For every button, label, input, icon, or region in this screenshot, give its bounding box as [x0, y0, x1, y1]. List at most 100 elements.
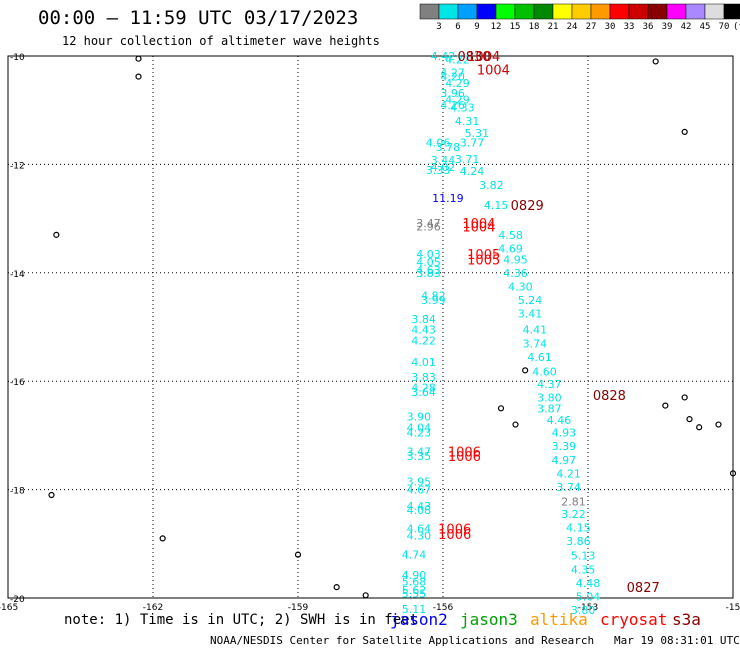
legend-s3a: s3a — [672, 610, 701, 629]
colorbar-swatch — [552, 3, 573, 20]
x-tick-label: -156 — [433, 603, 454, 613]
swh-label: 4.02 — [431, 161, 456, 174]
colorbar-swatch — [571, 3, 592, 20]
time-label: 1006 — [438, 523, 471, 538]
colorbar-tick-label: 33 — [623, 22, 635, 32]
swh-label: 4.82 — [421, 290, 446, 303]
swh-label: 4.21 — [556, 467, 581, 480]
swh-label: 11.19 — [432, 192, 464, 205]
island-outline — [294, 551, 302, 558]
swh-label: 3.39 — [552, 440, 577, 453]
swh-label: 4.01 — [411, 356, 436, 369]
colorbar-tick-label: 30 — [604, 22, 616, 32]
swh-label: 4.30 — [407, 530, 432, 543]
colorbar-tick-label: 6 — [455, 22, 461, 32]
swh-label: 4.23 — [407, 427, 432, 440]
y-tick-label: -12 — [10, 161, 25, 171]
swh-label: 4.15 — [566, 522, 591, 535]
x-tick-label: -162 — [143, 603, 163, 613]
swh-label: 4.26 — [440, 99, 465, 112]
time-label: 1005 — [467, 248, 500, 263]
swh-label: 4.42 — [431, 50, 456, 63]
swh-label: 4.67 — [407, 484, 432, 497]
swh-label: 3.83 — [416, 267, 441, 280]
swh-label: 4.69 — [498, 242, 523, 255]
swh-label: 3.90 — [407, 410, 432, 423]
legend-jason3: jason3 — [460, 610, 518, 629]
legend-jason2: jason2 — [390, 610, 448, 629]
swh-label: 3.83 — [411, 371, 436, 384]
swh-label: 4.60 — [532, 365, 557, 378]
swh-label: 4.97 — [552, 454, 577, 467]
time-label: 1004 — [467, 50, 500, 65]
swh-label: 4.03 — [416, 248, 441, 261]
swh-label: 3.33 — [426, 164, 451, 177]
swh-label: 4.46 — [547, 414, 572, 427]
colorbar-tick-label: 9 — [474, 22, 480, 32]
swh-label: 5.68 — [402, 576, 427, 589]
time-label: 1006 — [448, 446, 481, 461]
time-label: 1006 — [438, 528, 471, 543]
colorbar-tick-label: 15 — [509, 22, 521, 32]
swh-label: 3.82 — [479, 179, 504, 192]
legend-altika: altika — [530, 610, 588, 629]
swh-label: 4.93 — [552, 427, 577, 440]
island-outline — [135, 55, 142, 62]
colorbar-swatch — [457, 3, 478, 20]
time-label: 1004 — [462, 221, 495, 236]
x-tick-label: -165 — [0, 603, 18, 613]
colorbar-swatch — [666, 3, 687, 20]
page-title: 00:00 – 11:59 UTC 03/17/2023 — [38, 7, 359, 29]
swh-label: 4.33 — [450, 101, 475, 114]
swh-label: 4.64 — [407, 523, 432, 536]
time-label: 0829 — [511, 199, 544, 214]
swh-label: 3.35 — [407, 450, 432, 463]
x-tick-label: -15 — [726, 603, 740, 613]
swh-label: 3.78 — [436, 141, 461, 154]
swh-label: 3.47 — [416, 217, 441, 230]
swh-label: 4.36 — [503, 267, 528, 280]
credit-line: NOAA/NESDIS Center for Satellite Applica… — [210, 634, 740, 647]
swh-label: 4.90 — [402, 569, 427, 582]
swh-label: 3.86 — [566, 535, 591, 548]
time-label: 0830 — [458, 50, 491, 65]
swh-label: 4.43 — [407, 500, 432, 513]
colorbar-swatch — [438, 3, 459, 20]
island-outline — [333, 584, 340, 591]
colorbar-swatch — [647, 3, 668, 20]
swh-label: 5.11 — [402, 603, 427, 616]
y-tick-label: -16 — [10, 378, 25, 388]
island-outline — [135, 73, 142, 80]
island-outline — [681, 394, 688, 401]
island-outline — [159, 535, 166, 542]
swh-label: 3.77 — [460, 137, 485, 150]
swh-label: 3.80 — [537, 391, 562, 404]
colorbar-swatch — [609, 3, 630, 20]
time-label: 1004 — [462, 217, 495, 232]
colorbar-swatch — [419, 3, 440, 20]
swh-label: 4.63 — [416, 264, 441, 277]
swh-label: 5.62 — [402, 584, 427, 597]
swh-label: 4.58 — [498, 229, 523, 242]
swh-label: 4.41 — [523, 324, 548, 337]
swh-label: 4.20 — [440, 71, 465, 84]
swh-label: 5.24 — [518, 294, 543, 307]
swh-label: 4.29 — [445, 93, 470, 106]
colorbar-tick-label: 18 — [528, 22, 540, 32]
swh-label: 4.28 — [411, 382, 436, 395]
island-outline — [729, 470, 737, 477]
island-outline — [522, 367, 529, 374]
colorbar-tick-label: 36 — [642, 22, 654, 32]
island-outline — [512, 421, 519, 428]
swh-label: 3.47 — [407, 446, 432, 459]
y-tick-label: -14 — [10, 270, 25, 280]
island-outline — [48, 491, 55, 499]
swh-label: 5.13 — [571, 550, 596, 563]
colorbar-tick-label: 70 — [718, 22, 730, 32]
island-outline — [497, 405, 505, 412]
swh-label: 4.74 — [402, 549, 427, 562]
colorbar-tick-label: 27 — [585, 22, 597, 32]
swh-label: 4.24 — [460, 165, 485, 178]
colorbar-swatch — [704, 3, 725, 20]
